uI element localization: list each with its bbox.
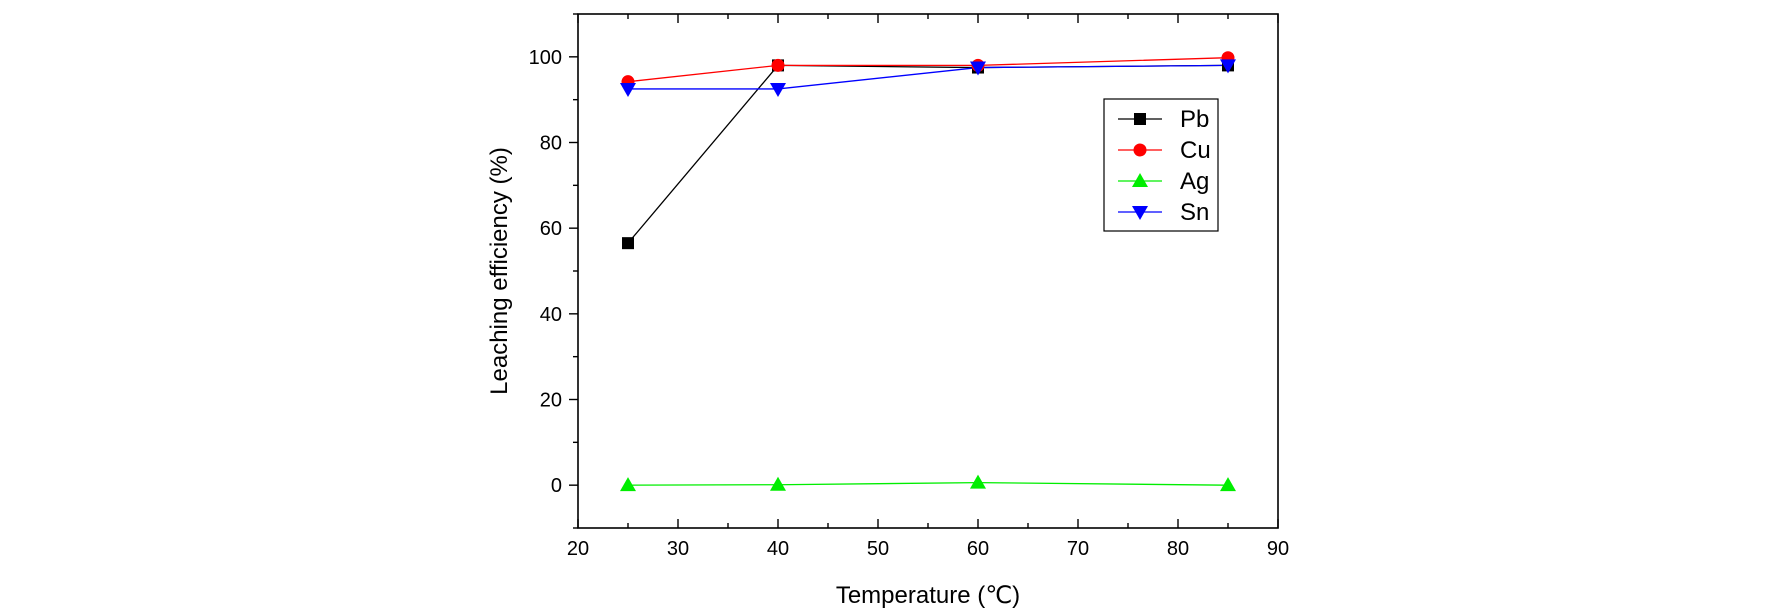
data-point-cu [771, 58, 785, 72]
x-tick-label: 60 [967, 538, 989, 560]
series-line-cu [627, 57, 1229, 83]
x-tick-label: 50 [867, 538, 889, 560]
y-tick-label: 40 [540, 304, 562, 326]
legend-marker-sn [1132, 206, 1148, 220]
legend-marker-ag [1132, 173, 1148, 187]
x-tick-label: 40 [767, 538, 789, 560]
data-point-ag [620, 477, 636, 492]
legend-marker-pb [1134, 113, 1146, 125]
x-tick-label: 90 [1267, 538, 1289, 560]
data-point-sn [620, 82, 636, 97]
legend-label-cu: Cu [1180, 137, 1211, 164]
legend-label-pb: Pb [1180, 106, 1209, 133]
x-tick-label: 20 [567, 538, 589, 560]
plot-frame [577, 13, 1279, 529]
data-point-ag [1220, 477, 1236, 492]
legend: Pb Cu Ag Sn [1103, 98, 1219, 232]
series-line-sn [628, 64, 1229, 90]
data-point-sn [970, 61, 986, 76]
data-point-ag [770, 476, 786, 491]
series-markers [620, 51, 1236, 492]
y-axis-title: Leaching efficiency (%) [486, 147, 513, 395]
axis-ticks: 20 30 40 50 60 70 80 90 0 20 40 60 80 100 [529, 13, 1289, 560]
x-tick-label: 80 [1167, 538, 1189, 560]
data-point-pb [622, 237, 634, 250]
legend-label-ag: Ag [1180, 168, 1209, 195]
data-point-sn [770, 82, 786, 97]
x-axis-title: Temperature (℃) [836, 582, 1020, 609]
series-line-ag [627, 481, 1229, 486]
y-tick-label: 100 [529, 47, 562, 69]
y-tick-label: 0 [551, 475, 562, 497]
y-tick-label: 80 [540, 133, 562, 155]
legend-label-sn: Sn [1180, 199, 1209, 226]
x-tick-label: 70 [1067, 538, 1089, 560]
legend-box [1103, 98, 1219, 232]
y-tick-label: 20 [540, 390, 562, 412]
data-point-sn [1220, 59, 1236, 74]
legend-marker-cu [1133, 143, 1147, 157]
data-point-ag [970, 474, 986, 489]
series-lines [627, 57, 1229, 486]
x-tick-label: 30 [667, 538, 689, 560]
y-tick-label: 60 [540, 218, 562, 240]
